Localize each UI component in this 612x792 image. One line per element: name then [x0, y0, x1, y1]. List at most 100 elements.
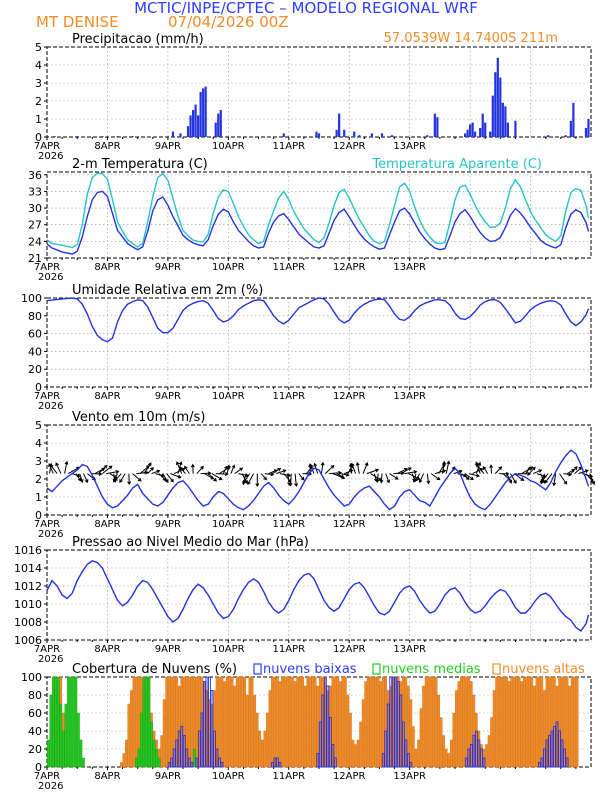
- cloud-bar: [434, 676, 438, 768]
- cloud-bar: [301, 676, 304, 768]
- wind-arrow: [414, 473, 421, 483]
- cloud-bar: [235, 676, 239, 768]
- cloud-bar: [240, 676, 244, 768]
- wind-arrow: [288, 473, 293, 487]
- x-tick-label: 13APR: [393, 141, 426, 152]
- cloud-bar: [429, 676, 433, 768]
- wind-arrow: [525, 466, 532, 474]
- cloud-bars-nuvens-baixas: [167, 676, 569, 768]
- x-year-label: 2026: [38, 654, 63, 665]
- wind-arrow: [230, 464, 236, 474]
- precip-bar: [501, 102, 504, 137]
- cloud-bar: [406, 753, 410, 768]
- grid-rh: [47, 298, 591, 387]
- cloud-bar: [394, 676, 398, 768]
- cloud-bar: [316, 753, 320, 768]
- precip-bar: [353, 131, 356, 137]
- x-tick-label: 8APR: [94, 771, 120, 782]
- cloud-bar: [384, 730, 388, 768]
- y-tick-label: 2: [35, 95, 42, 108]
- y-tick-label: 20: [28, 743, 42, 756]
- cloud-bar: [213, 730, 216, 768]
- cloud-bar: [321, 694, 325, 768]
- cloud-bar: [271, 676, 274, 768]
- precip-bar: [433, 113, 436, 137]
- y-tick-label: 5: [35, 419, 42, 432]
- y-tick-label: 40: [28, 725, 42, 738]
- cloud-bar: [281, 676, 284, 768]
- wind-arrow: [143, 462, 152, 474]
- cloud-bar: [190, 762, 194, 768]
- cloud-bar: [220, 676, 224, 768]
- x-tick-label: 12APR: [333, 519, 366, 530]
- cloud-bar: [487, 735, 491, 768]
- x-tick-label: 11APR: [273, 262, 306, 273]
- precip-bar: [315, 131, 318, 137]
- cloud-bar: [528, 676, 531, 768]
- precip-bar: [469, 124, 472, 137]
- cloud-bar: [437, 694, 440, 768]
- cloud-bar: [497, 676, 501, 768]
- wind-arrow: [475, 463, 485, 474]
- precip-bar: [436, 117, 439, 137]
- cloud-bar: [283, 676, 287, 768]
- cloud-bar: [474, 730, 478, 768]
- wind-arrow: [166, 473, 174, 483]
- cloud-bar: [449, 739, 453, 768]
- cloud-bar: [276, 676, 279, 768]
- panel-title-rh: Umidade Relativa em 2m (%): [72, 283, 263, 298]
- y-tick-label: 100: [21, 292, 42, 305]
- wind-arrow: [114, 473, 122, 482]
- cloud-bar: [243, 676, 246, 768]
- y-tick-label: 100: [21, 671, 42, 684]
- cloud-bar: [220, 762, 224, 768]
- x-tick-label: 9APR: [155, 141, 181, 152]
- cloud-bar: [165, 676, 168, 768]
- cloud-bar: [140, 712, 143, 768]
- y-tick-label: 1008: [14, 616, 42, 629]
- cloud-bar: [396, 681, 400, 768]
- x-tick-label: 12APR: [333, 644, 366, 655]
- precip-bar: [202, 88, 205, 137]
- cloud-bar: [258, 730, 262, 768]
- precip-bar: [426, 135, 429, 137]
- y-tick-label: 4: [35, 437, 42, 450]
- x-tick-label: 8APR: [94, 391, 120, 402]
- wind-arrow: [563, 472, 573, 477]
- wind-arrow: [426, 473, 431, 485]
- cloud-bar: [422, 685, 425, 768]
- wind-arrow: [79, 473, 84, 484]
- wind-arrow: [64, 460, 69, 474]
- legend-apparent-temp: Temperatura Aparente (C): [371, 157, 542, 172]
- cloud-bar: [520, 681, 523, 768]
- panel-title-wind: Vento em 10m (m/s): [72, 410, 205, 425]
- wind-arrow: [513, 473, 525, 481]
- precip-bar: [101, 136, 104, 137]
- cloud-bar: [379, 681, 382, 768]
- y-tick-label: 1006: [14, 634, 42, 647]
- cloud-bar: [195, 676, 199, 768]
- wind-arrow: [272, 467, 282, 475]
- grid-pressure: [47, 550, 591, 640]
- wind-arrow: [215, 472, 229, 477]
- x-tick-label: 7APR: [34, 262, 60, 273]
- wind-arrow: [468, 473, 481, 478]
- cloud-bar: [59, 703, 63, 768]
- cloud-bar: [160, 735, 163, 768]
- y-tick-label: 1: [35, 491, 42, 504]
- cloud-bar: [523, 676, 526, 768]
- cloud-bar: [313, 676, 317, 768]
- precip-bar: [204, 86, 207, 137]
- cloud-bar: [469, 744, 473, 768]
- cloud-bar: [485, 744, 488, 768]
- precip-bar: [479, 128, 482, 137]
- x-tick-label: 8APR: [94, 141, 120, 152]
- cloud-bar: [542, 748, 546, 768]
- wind-arrow: [340, 472, 350, 477]
- wind-arrow: [294, 473, 299, 487]
- cloud-bar: [286, 676, 289, 768]
- cloud-bar: [298, 676, 302, 768]
- cloud-bar: [439, 717, 443, 768]
- cloud-bar: [79, 739, 83, 768]
